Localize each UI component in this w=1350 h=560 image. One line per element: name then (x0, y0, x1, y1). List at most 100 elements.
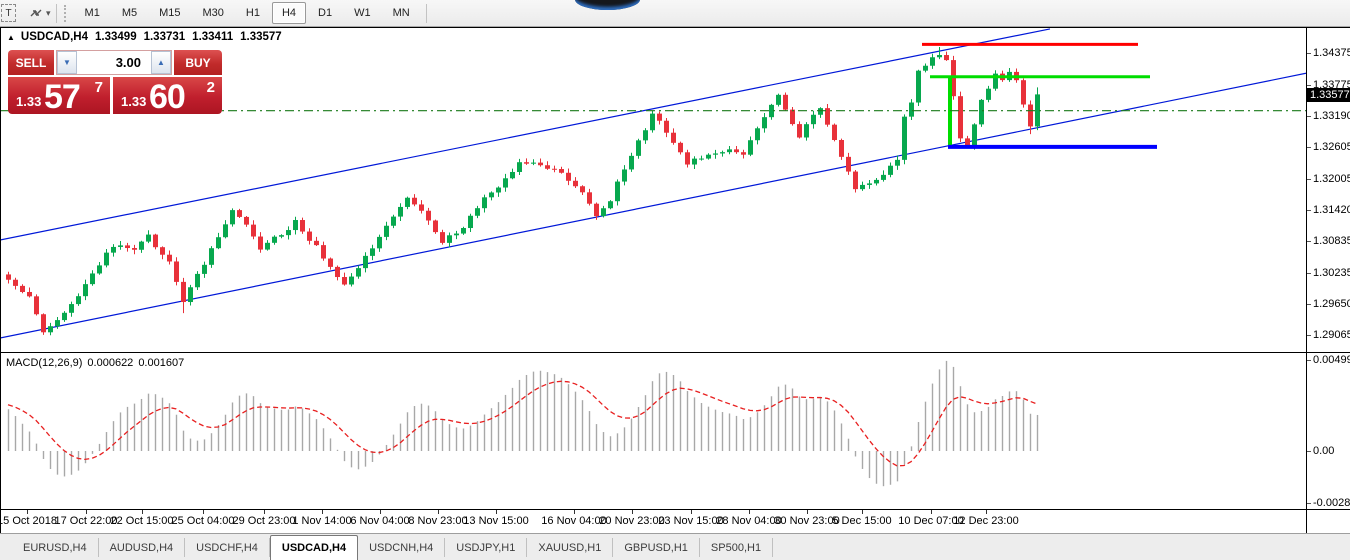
chart-tab-xauusd-h1[interactable]: XAUUSD,H1 (527, 538, 614, 557)
candle-body (202, 264, 207, 274)
symbol-title: USDCAD,H4 (20, 31, 89, 43)
candle-body (741, 152, 746, 155)
toolbar: T ▾ M1 M5 M15 M30 H1 H4 D1 W1 MN (0, 0, 1350, 27)
candle-body (293, 220, 298, 231)
price-tick-mark (1307, 303, 1311, 305)
chart-tab-eurusd-h4[interactable]: EURUSD,H4 (12, 538, 99, 557)
macd-indicator-label: MACD(12,26,9) 0.000622 0.001607 (6, 357, 184, 369)
candle-body (839, 139, 844, 157)
bid-price-pip: 7 (94, 79, 103, 96)
candle-body (125, 245, 130, 249)
chart-tab-audusd-h4[interactable]: AUDUSD,H4 (99, 538, 186, 557)
timeframe-button-m30[interactable]: M30 (202, 7, 224, 19)
time-tick-mark (807, 510, 808, 514)
macd-indicator-canvas[interactable] (0, 353, 1306, 509)
price-tick-mark (1307, 272, 1311, 274)
time-tick-mark (380, 510, 381, 514)
time-tick-label: 8 Nov 23:00 (408, 515, 468, 527)
candle-body (216, 237, 221, 249)
candle-body (524, 162, 529, 164)
chart-tab-usdcnh-h4[interactable]: USDCNH,H4 (358, 538, 446, 557)
price-tick-label: 1.34375 (1313, 47, 1350, 59)
candle-body (699, 158, 704, 160)
price-axis[interactable]: 1.34375 1.33775 1.33190 1.32605 1.32005 1.314… (1307, 27, 1350, 533)
text-tool-icon[interactable]: T (1, 4, 16, 22)
candle-body (867, 183, 872, 185)
candle-body (223, 224, 228, 238)
candle-body (41, 314, 46, 333)
candle-body (671, 132, 676, 143)
time-tick-label: 25 Oct 04:00 (171, 515, 235, 527)
timeframe-button-h4[interactable]: H4 (271, 2, 307, 24)
chart-tab-sp500-h1[interactable]: SP500,H1 (700, 538, 774, 557)
candle-body (111, 246, 116, 253)
time-tick-mark (142, 510, 143, 514)
volume-input[interactable] (77, 51, 151, 74)
timeframe-button-mn[interactable]: MN (392, 7, 410, 19)
bid-price-big: 57 (44, 78, 81, 116)
candle-body (447, 235, 452, 243)
price-tick-mark (1307, 209, 1311, 211)
time-tick-label: 20 Nov 23:00 (599, 515, 665, 527)
sell-button[interactable]: SELL (8, 50, 54, 75)
dark-circle-overlay (575, 0, 640, 10)
time-axis[interactable]: 15 Oct 2018 17 Oct 22:00 22 Oct 15:00 25 Oc… (0, 510, 1307, 533)
candle-body (944, 55, 949, 61)
candle-body (62, 312, 67, 321)
candle-body (83, 284, 88, 297)
time-tick-mark (86, 510, 87, 514)
time-tick-mark (203, 510, 204, 514)
collapse-panel-icon[interactable]: ▲ (7, 32, 15, 42)
price-tick-label: 1.30835 (1313, 235, 1350, 248)
candle-body (20, 285, 25, 292)
timeframe-button-m1[interactable]: M1 (84, 7, 100, 19)
toolbar-grip[interactable] (63, 4, 70, 22)
timeframe-button-m15[interactable]: M15 (159, 7, 181, 19)
buy-button[interactable]: BUY (174, 50, 222, 75)
candle-body (517, 162, 522, 172)
candle-body (272, 236, 277, 243)
price-tick-label: 1.31420 (1313, 203, 1350, 216)
candle-body (692, 158, 697, 165)
bid-price-prefix: 1.33 (16, 94, 42, 109)
candle-body (902, 116, 907, 160)
chart-tab-gbpusd-h1[interactable]: GBPUSD,H1 (613, 538, 700, 557)
toolbar-dropdown-caret-icon[interactable]: ▾ (46, 7, 51, 18)
chart-tab-usdchf-h4[interactable]: USDCHF,H4 (185, 538, 270, 557)
price-tick-label: 1.33775 (1313, 78, 1350, 91)
volume-decrease-button[interactable]: ▼ (57, 51, 77, 74)
chart-tab-usdcad-h4[interactable]: USDCAD,H4 (269, 535, 359, 560)
symbol-ohlc-header: ▲ USDCAD,H4 1.33499 1.33731 1.33411 1.33… (7, 31, 282, 43)
candle-body (69, 304, 74, 313)
candle-body (608, 201, 613, 209)
volume-increase-button[interactable]: ▲ (151, 51, 171, 74)
candle-body (356, 268, 361, 277)
candle-body (370, 248, 375, 256)
candle-body (965, 138, 970, 146)
timeframe-button-w1[interactable]: W1 (354, 7, 371, 19)
timeframe-button-m5[interactable]: M5 (121, 7, 138, 19)
candle-body (475, 208, 480, 216)
candle-body (818, 108, 823, 115)
panel-divider[interactable] (0, 352, 1350, 353)
timeframe-button-d1[interactable]: D1 (318, 7, 333, 19)
candle-body (566, 172, 571, 181)
candle-body (979, 99, 984, 125)
timeframe-button-h1[interactable]: H1 (245, 7, 260, 19)
candle-body (440, 232, 445, 243)
bid-quote-button[interactable]: 1.33 57 7 (8, 77, 110, 116)
candle-body (888, 165, 893, 175)
time-tick-label: 13 Nov 15:00 (463, 515, 529, 527)
candle-body (916, 70, 921, 103)
price-tick-mark (1307, 84, 1311, 86)
candle-body (622, 169, 627, 182)
chart-tab-bar: EURUSD,H4 AUDUSD,H4 USDCHF,H4 USDCAD,H4 USDC… (0, 533, 1350, 560)
ask-quote-button[interactable]: 1.33 60 2 (113, 77, 222, 116)
candle-body (825, 108, 830, 125)
candle-body (265, 242, 270, 250)
chart-tab-usdjpy-h1[interactable]: USDJPY,H1 (445, 538, 528, 557)
shift-chart-icon[interactable] (28, 5, 44, 21)
price-tick-mark (1307, 241, 1311, 243)
price-chart-canvas[interactable] (0, 28, 1306, 352)
